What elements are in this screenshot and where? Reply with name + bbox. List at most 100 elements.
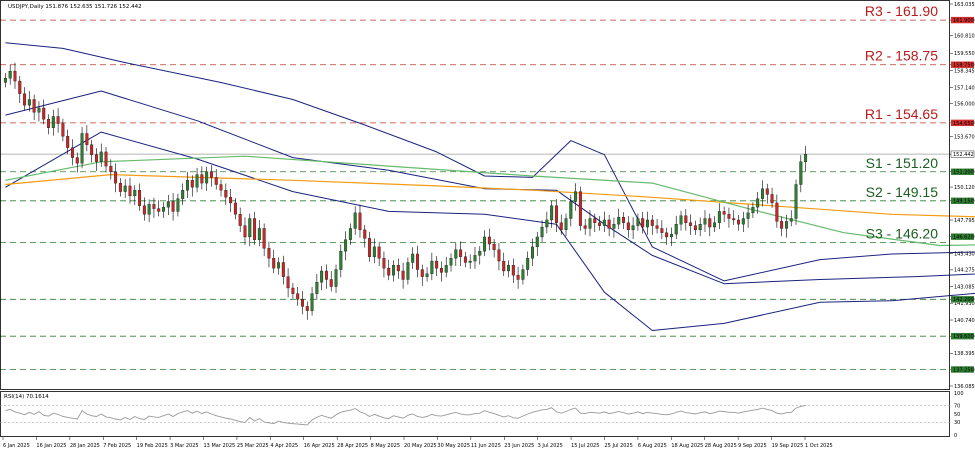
bull-candle [717,211,721,223]
y-tick-label: 158.345 [954,68,975,74]
bear-candle [502,260,506,272]
bull-candle [468,260,472,263]
bear-candle [497,249,501,262]
y-tick-label: 153.670 [954,135,975,141]
bear-candle [626,222,630,231]
bear-candle [267,248,271,259]
price-tag [951,296,974,303]
bear-candle [229,197,233,204]
y-tick-label: 143.085 [954,285,975,291]
bull-candle [411,253,415,263]
level-labels: R3 - 161.90 R2 - 158.75 R1 - 154.65 S1 - 15… [865,3,938,242]
bull-candle [540,226,544,238]
bear-candle [18,80,22,94]
bull-candle [564,218,568,231]
bull-candle [372,246,376,257]
bull-candle [473,255,477,262]
bear-candle [109,165,113,172]
bull-candle [526,258,530,270]
bear-candle [324,270,328,280]
bull-candle [162,207,165,212]
bear-candle [382,258,386,269]
bear-candle [416,253,419,270]
bull-candle [176,198,180,212]
bear-candle [94,154,98,162]
bull-candle [444,265,448,273]
bull-candle [27,99,31,106]
bear-candle [459,249,463,257]
bull-candle [545,219,549,228]
x-tick-label: 3 Jul 2025 [538,443,563,449]
x-tick-label: 19 Sep 2025 [772,443,804,449]
bull-candle [679,215,683,225]
price-tag-label: 149.150 [953,199,974,205]
bear-candle [296,293,300,300]
bull-candle [3,78,7,83]
bull-candle [430,260,434,274]
bear-candle [732,218,736,221]
x-tick-label: 4 Apr 2025 [270,443,298,449]
bear-candle [214,177,218,185]
bear-candle [583,225,587,229]
rsi-tick-label: 30 [954,420,960,426]
bull-candle [334,269,338,287]
bull-candle [454,249,458,259]
bull-candle [636,218,640,226]
bull-candle [320,270,324,283]
bear-candle [363,229,367,239]
bear-candle [61,123,65,137]
price-tag-label: 142.200 [953,297,974,303]
price-tag [951,16,974,24]
bear-candle [401,270,405,280]
bollinger-upper-line [5,42,975,282]
bear-candle [286,276,290,289]
bear-candle [128,185,132,197]
rsi-panel-border [0,391,950,437]
bear-candle [219,184,223,191]
bear-candle [684,215,688,223]
bear-candle [727,214,731,219]
bull-candle [646,219,649,228]
bear-candle [238,214,242,226]
bull-candle [713,222,717,228]
level-label: S3 - 146.20 [866,226,939,242]
bear-candle [138,190,142,206]
bull-candle [186,180,189,191]
bear-candle [272,258,276,269]
bear-candle [607,219,611,229]
rsi-label: RSI(14) 70.1614 [4,394,49,400]
bear-candle [559,222,563,231]
bull-candle [569,201,573,219]
bear-candle [463,256,467,263]
price-tag-label: 154.650 [953,121,974,127]
x-tick-label: 30 May 2025 [437,443,470,449]
x-tick-label: 8 May 2025 [371,443,400,449]
bear-candle [200,174,204,184]
bull-candle [761,188,764,199]
bear-candle [281,262,285,277]
price-tag-label: 139.600 [953,334,974,340]
bear-candle [641,218,645,228]
bear-candle [118,182,122,192]
bear-candle [368,238,372,257]
bull-candle [741,218,745,225]
bull-candle [248,218,252,238]
bull-candle [602,219,606,226]
y-tick-label: 144.275 [954,268,975,274]
bear-candle [622,216,625,223]
bear-candle [104,151,108,167]
price-tag-label: 152.442 [953,152,974,158]
bull-candle [574,191,578,202]
bear-candle [737,219,740,225]
bear-candle [190,180,194,188]
price-axis: 163.035 161.900 160.810 159.550 158.750158.3… [950,2,975,390]
x-tick-label: 9 Sep 2025 [738,443,767,449]
x-tick-label: 28 Jan 2025 [70,443,100,449]
price-tag-label: 158.750 [953,63,974,69]
y-tick-label: 150.120 [954,185,975,191]
bull-candle [784,221,788,229]
bull-candle [746,212,750,219]
bear-candle [665,232,669,238]
price-tag [951,119,974,127]
